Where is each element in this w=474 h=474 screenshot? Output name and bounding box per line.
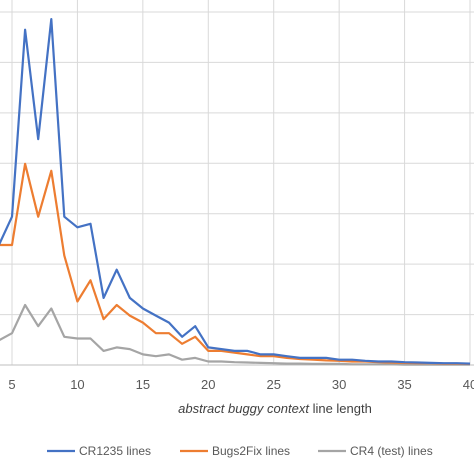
x-tick-label: 15 [136, 377, 150, 392]
x-tick-labels: 5 10 15 20 25 30 35 40 [8, 377, 474, 392]
legend-label: CR1235 lines [79, 444, 151, 458]
x-tick-label: 25 [266, 377, 280, 392]
grid-lines [0, 0, 474, 366]
x-axis-title-italic: abstract buggy context [178, 401, 310, 416]
series-lines [0, 18, 471, 366]
legend-label: Bugs2Fix lines [212, 444, 290, 458]
x-tick-label: 35 [397, 377, 411, 392]
x-tick-label: 40 [463, 377, 474, 392]
series-line [0, 18, 471, 365]
x-tick-label: 10 [70, 377, 84, 392]
x-tick-label: 20 [201, 377, 215, 392]
series-line [0, 303, 470, 366]
legend: CR1235 lines Bugs2Fix lines CR4 (test) lin… [47, 444, 433, 458]
x-axis-title-rest: line length [309, 401, 372, 416]
legend-label: CR4 (test) lines [350, 444, 433, 458]
x-tick-label: 30 [332, 377, 346, 392]
x-tick-label: 5 [8, 377, 15, 392]
x-axis-title: abstract buggy context line length [178, 401, 372, 416]
